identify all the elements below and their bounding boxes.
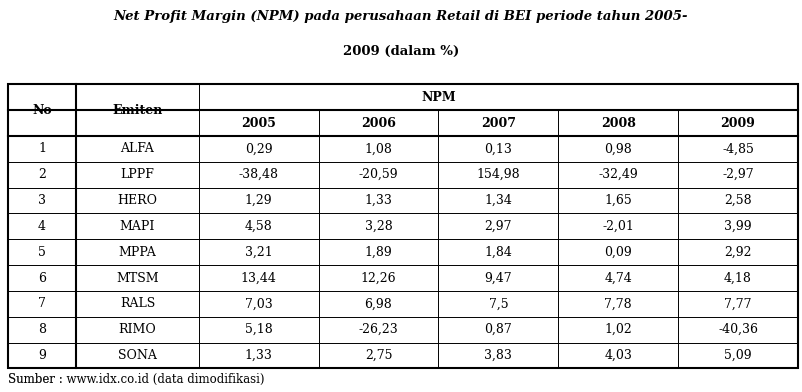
Text: 6,98: 6,98 bbox=[365, 298, 392, 310]
Text: 2005: 2005 bbox=[241, 116, 276, 129]
Text: 1,34: 1,34 bbox=[484, 194, 512, 207]
Text: 1,89: 1,89 bbox=[365, 246, 392, 259]
Text: 12,26: 12,26 bbox=[361, 272, 396, 285]
Text: 6: 6 bbox=[38, 272, 46, 285]
Text: SONA: SONA bbox=[118, 349, 157, 362]
Text: 2,75: 2,75 bbox=[365, 349, 392, 362]
Text: 2008: 2008 bbox=[601, 116, 636, 129]
Text: 0,13: 0,13 bbox=[484, 142, 512, 155]
Text: 0,87: 0,87 bbox=[484, 323, 512, 336]
Text: -32,49: -32,49 bbox=[598, 168, 638, 181]
Text: -40,36: -40,36 bbox=[718, 323, 758, 336]
Text: 0,09: 0,09 bbox=[605, 246, 632, 259]
Text: 2,97: 2,97 bbox=[484, 220, 512, 233]
Text: -2,97: -2,97 bbox=[723, 168, 754, 181]
Text: RIMO: RIMO bbox=[119, 323, 156, 336]
Text: 7,5: 7,5 bbox=[488, 298, 508, 310]
Text: 4,18: 4,18 bbox=[724, 272, 752, 285]
Text: 2,58: 2,58 bbox=[724, 194, 751, 207]
Text: 4: 4 bbox=[38, 220, 46, 233]
Text: Sumber : www.idx.co.id (data dimodifikasi): Sumber : www.idx.co.id (data dimodifikas… bbox=[8, 373, 265, 386]
Text: RALS: RALS bbox=[119, 298, 155, 310]
Text: 1,33: 1,33 bbox=[245, 349, 273, 362]
Text: MTSM: MTSM bbox=[116, 272, 159, 285]
Text: HERO: HERO bbox=[117, 194, 157, 207]
Text: 7,77: 7,77 bbox=[724, 298, 751, 310]
Text: 1,08: 1,08 bbox=[365, 142, 392, 155]
Text: -4,85: -4,85 bbox=[722, 142, 754, 155]
Text: 5,09: 5,09 bbox=[724, 349, 751, 362]
Text: LPPF: LPPF bbox=[120, 168, 154, 181]
Text: -20,59: -20,59 bbox=[358, 168, 399, 181]
Text: 2009 (dalam %): 2009 (dalam %) bbox=[343, 45, 459, 58]
Text: 2009: 2009 bbox=[721, 116, 755, 129]
Text: 3,21: 3,21 bbox=[245, 246, 273, 259]
Text: 1,02: 1,02 bbox=[605, 323, 632, 336]
Text: MPPA: MPPA bbox=[119, 246, 156, 259]
Text: 3,99: 3,99 bbox=[724, 220, 751, 233]
Text: 4,74: 4,74 bbox=[605, 272, 632, 285]
Text: 9,47: 9,47 bbox=[484, 272, 512, 285]
Text: No: No bbox=[32, 103, 52, 116]
Text: 1,29: 1,29 bbox=[245, 194, 273, 207]
Text: 2: 2 bbox=[38, 168, 46, 181]
Text: 5: 5 bbox=[38, 246, 46, 259]
Text: 3,28: 3,28 bbox=[365, 220, 392, 233]
Text: -2,01: -2,01 bbox=[602, 220, 634, 233]
Text: Net Profit Margin (NPM) pada perusahaan Retail di BEI periode tahun 2005-: Net Profit Margin (NPM) pada perusahaan … bbox=[114, 10, 688, 23]
Text: 13,44: 13,44 bbox=[241, 272, 277, 285]
Text: 4,03: 4,03 bbox=[604, 349, 632, 362]
Text: 7: 7 bbox=[38, 298, 46, 310]
Text: 8: 8 bbox=[38, 323, 46, 336]
Text: ALFA: ALFA bbox=[120, 142, 154, 155]
Text: 1,65: 1,65 bbox=[605, 194, 632, 207]
Text: 1: 1 bbox=[38, 142, 46, 155]
Text: 3,83: 3,83 bbox=[484, 349, 512, 362]
Text: 5,18: 5,18 bbox=[245, 323, 273, 336]
Text: Sumber : www.idx.co.id: Sumber : www.idx.co.id bbox=[8, 373, 149, 386]
Text: 154,98: 154,98 bbox=[476, 168, 520, 181]
Text: 2007: 2007 bbox=[481, 116, 516, 129]
Text: 4,58: 4,58 bbox=[245, 220, 273, 233]
Text: 2006: 2006 bbox=[361, 116, 396, 129]
Text: NPM: NPM bbox=[421, 91, 456, 104]
Text: 9: 9 bbox=[38, 349, 46, 362]
Text: 7,03: 7,03 bbox=[245, 298, 273, 310]
Text: 7,78: 7,78 bbox=[605, 298, 632, 310]
Text: -38,48: -38,48 bbox=[239, 168, 278, 181]
Text: 0,98: 0,98 bbox=[605, 142, 632, 155]
Text: Sumber :: Sumber : bbox=[8, 373, 67, 386]
Text: MAPI: MAPI bbox=[119, 220, 155, 233]
Text: 3: 3 bbox=[38, 194, 46, 207]
Text: 0,29: 0,29 bbox=[245, 142, 273, 155]
Text: 1,84: 1,84 bbox=[484, 246, 512, 259]
Text: 2,92: 2,92 bbox=[724, 246, 751, 259]
Text: 1,33: 1,33 bbox=[365, 194, 392, 207]
Text: -26,23: -26,23 bbox=[358, 323, 399, 336]
Text: Emiten: Emiten bbox=[112, 103, 163, 116]
